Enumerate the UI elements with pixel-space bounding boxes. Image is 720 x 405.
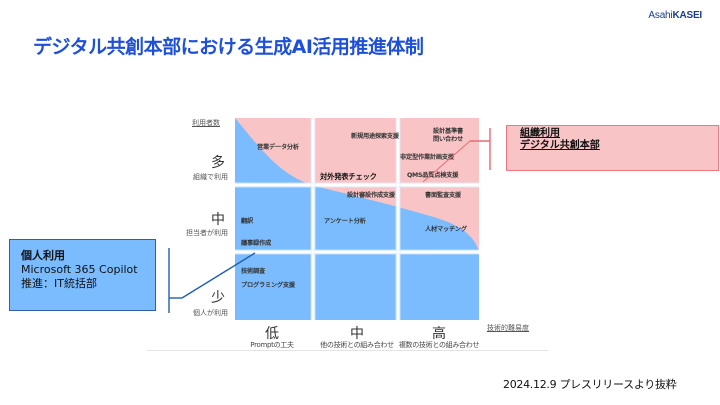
- personal-use-owner: 推進：IT統括部: [21, 277, 97, 290]
- x-axis-title: 技術的難易度: [487, 324, 529, 332]
- asahi-kasei-logo: AsahiKASEI: [648, 10, 702, 21]
- item-tech-research: 技術調査: [241, 268, 265, 275]
- organization-use-owner: デジタル共創本部: [520, 140, 600, 151]
- y-level-mid: 中: [211, 212, 225, 228]
- y-level-low: 少: [211, 290, 225, 306]
- item-design-standard-inquiry-1: 設計基準書: [433, 128, 463, 135]
- personal-region: [235, 118, 479, 320]
- item-qms-quality-check: QMS品質点検支援: [407, 172, 459, 179]
- item-document-audit: 書面監査支援: [425, 192, 461, 199]
- y-level-high-desc: 組織で利用: [193, 173, 228, 181]
- y-level-mid-desc: 担当者が利用: [186, 229, 228, 237]
- y-level-high: 多: [211, 155, 225, 171]
- personal-use-product: Microsoft 365 Copilot: [21, 263, 138, 276]
- x-level-low-desc: Promptの工夫: [250, 341, 294, 349]
- item-design-doc-creation: 設計審設作成支援: [347, 192, 395, 199]
- logo-text-light: Asahi: [648, 10, 673, 21]
- x-level-mid-desc: 他の技術との組み合わせ: [320, 341, 394, 349]
- bottom-divider: [147, 350, 548, 351]
- item-talent-matching: 人材マッチング: [425, 226, 467, 233]
- matrix-background: [235, 118, 479, 320]
- item-unstructured-work-planning: 非定型作業計画支援: [400, 154, 454, 161]
- item-new-use-search: 新規用途探索支援: [351, 133, 399, 140]
- item-survey-analysis: アンケート分析: [324, 218, 366, 225]
- x-level-high: 高: [432, 326, 446, 342]
- personal-use-title: 個人利用: [21, 249, 65, 262]
- source-note: 2024.12.9 プレスリリースより抜粋: [503, 378, 677, 391]
- x-level-high-desc: 複数の技術との組み合わせ: [398, 341, 480, 349]
- grid-lines: [235, 118, 479, 320]
- x-level-mid: 中: [350, 326, 364, 342]
- y-axis-title: 利用者数: [192, 119, 220, 127]
- logo-text-bold: KASEI: [672, 10, 702, 21]
- y-level-low-desc: 個人が利用: [193, 309, 228, 317]
- organization-use-title: 組織利用: [520, 128, 560, 139]
- organization-use-callout: 組織利用 デジタル共創本部: [506, 125, 719, 171]
- item-translation: 翻訳: [241, 218, 253, 225]
- item-design-standard-inquiry-2: 問い合わせ: [433, 136, 463, 143]
- personal-use-callout: 個人利用 Microsoft 365 Copilot 推進：IT統括部: [9, 239, 156, 311]
- item-programming-support: プログラミング支援: [241, 282, 295, 289]
- item-sales-data-analysis: 営業データ分析: [257, 144, 299, 151]
- item-external-publication-check: 対外発表チェック: [320, 172, 377, 181]
- item-minutes-creation: 議事録作成: [241, 240, 271, 247]
- page-title: デジタル共創本部における生成AI活用推進体制: [33, 36, 424, 58]
- x-level-low: 低: [265, 326, 279, 342]
- usage-matrix: 営業データ分析 新規用途探索支援 設計基準書 問い合わせ 非定型作業計画支援 対…: [235, 118, 479, 320]
